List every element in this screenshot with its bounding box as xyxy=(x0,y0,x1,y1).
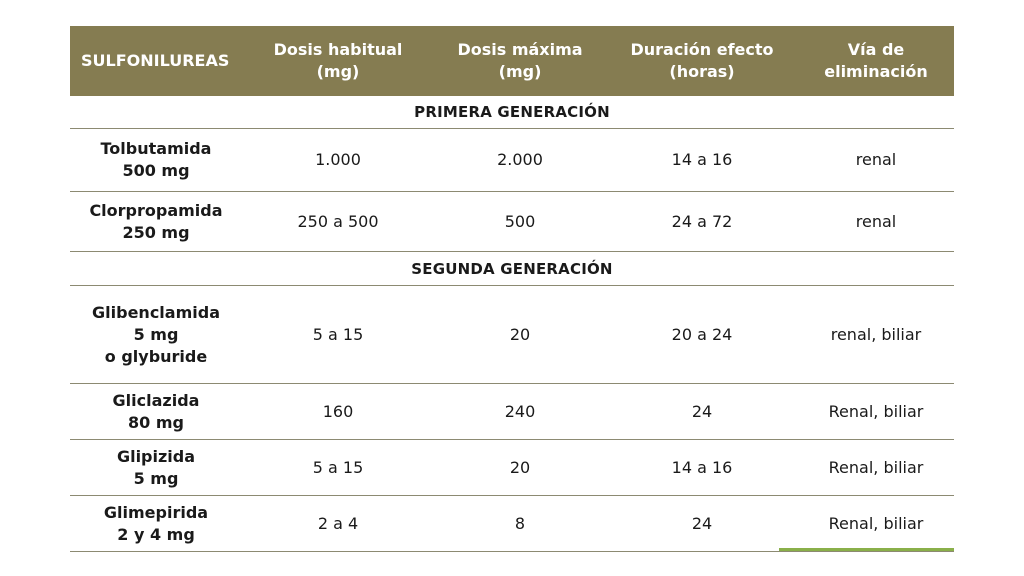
table-row: Glimepirida 2 y 4 mg 2 a 4 8 24 Renal, b… xyxy=(70,496,954,552)
usual-dose: 5 a 15 xyxy=(312,324,364,344)
max-dose: 500 xyxy=(504,211,536,231)
elimination-route: renal xyxy=(855,211,897,231)
header-usual-dose: Dosis habitual (mg) xyxy=(273,40,403,81)
sulfonylureas-table: SULFONILUREAS Dosis habitual (mg) Dosis … xyxy=(70,26,954,552)
header-sulfonilureas: SULFONILUREAS xyxy=(81,51,230,70)
duration: 24 xyxy=(691,513,713,533)
duration: 14 a 16 xyxy=(671,457,733,477)
usual-dose: 1.000 xyxy=(315,150,361,169)
max-dose: 20 xyxy=(509,324,531,344)
elimination-route: renal xyxy=(855,150,897,169)
drug-name: Glipizida 5 mg xyxy=(116,446,196,488)
accent-line xyxy=(779,548,954,551)
drug-name: Glibenclamida 5 mg o glyburide xyxy=(92,302,220,366)
drug-name: Glimepirida 2 y 4 mg xyxy=(103,502,209,544)
table-row: Glipizida 5 mg 5 a 15 20 14 a 16 Renal, … xyxy=(70,440,954,496)
max-dose: 2.000 xyxy=(497,150,543,169)
section-second-generation: SEGUNDA GENERACIÓN xyxy=(70,252,954,286)
usual-dose: 5 a 15 xyxy=(312,457,364,477)
section-first-generation: PRIMERA GENERACIÓN xyxy=(70,96,954,129)
header-elimination-route: Vía de eliminación xyxy=(824,40,928,81)
drug-name: Gliclazida 80 mg xyxy=(112,390,200,432)
table-row: Gliclazida 80 mg 160 240 24 Renal, bilia… xyxy=(70,384,954,440)
header-max-dose: Dosis máxima (mg) xyxy=(457,40,583,81)
usual-dose: 250 a 500 xyxy=(297,211,379,231)
table-header: SULFONILUREAS Dosis habitual (mg) Dosis … xyxy=(70,26,954,96)
max-dose: 240 xyxy=(504,401,536,421)
duration: 24 a 72 xyxy=(671,211,733,231)
elimination-route: renal, biliar xyxy=(830,324,922,344)
max-dose: 8 xyxy=(514,513,526,533)
usual-dose: 160 xyxy=(322,401,354,421)
duration: 24 xyxy=(691,401,713,421)
elimination-route: Renal, biliar xyxy=(828,513,924,533)
drug-name: Clorpropamida 250 mg xyxy=(89,200,223,242)
duration: 14 a 16 xyxy=(671,150,733,169)
table-row: Clorpropamida 250 mg 250 a 500 500 24 a … xyxy=(70,192,954,252)
duration: 20 a 24 xyxy=(671,324,733,344)
elimination-route: Renal, biliar xyxy=(828,401,924,421)
table-row: Glibenclamida 5 mg o glyburide 5 a 15 20… xyxy=(70,286,954,384)
elimination-route: Renal, biliar xyxy=(828,457,924,477)
drug-name: Tolbutamida 500 mg xyxy=(100,139,212,180)
header-duration: Duración efecto (horas) xyxy=(630,40,774,81)
usual-dose: 2 a 4 xyxy=(317,513,359,533)
table-row: Tolbutamida 500 mg 1.000 2.000 14 a 16 r… xyxy=(70,129,954,192)
max-dose: 20 xyxy=(509,457,531,477)
